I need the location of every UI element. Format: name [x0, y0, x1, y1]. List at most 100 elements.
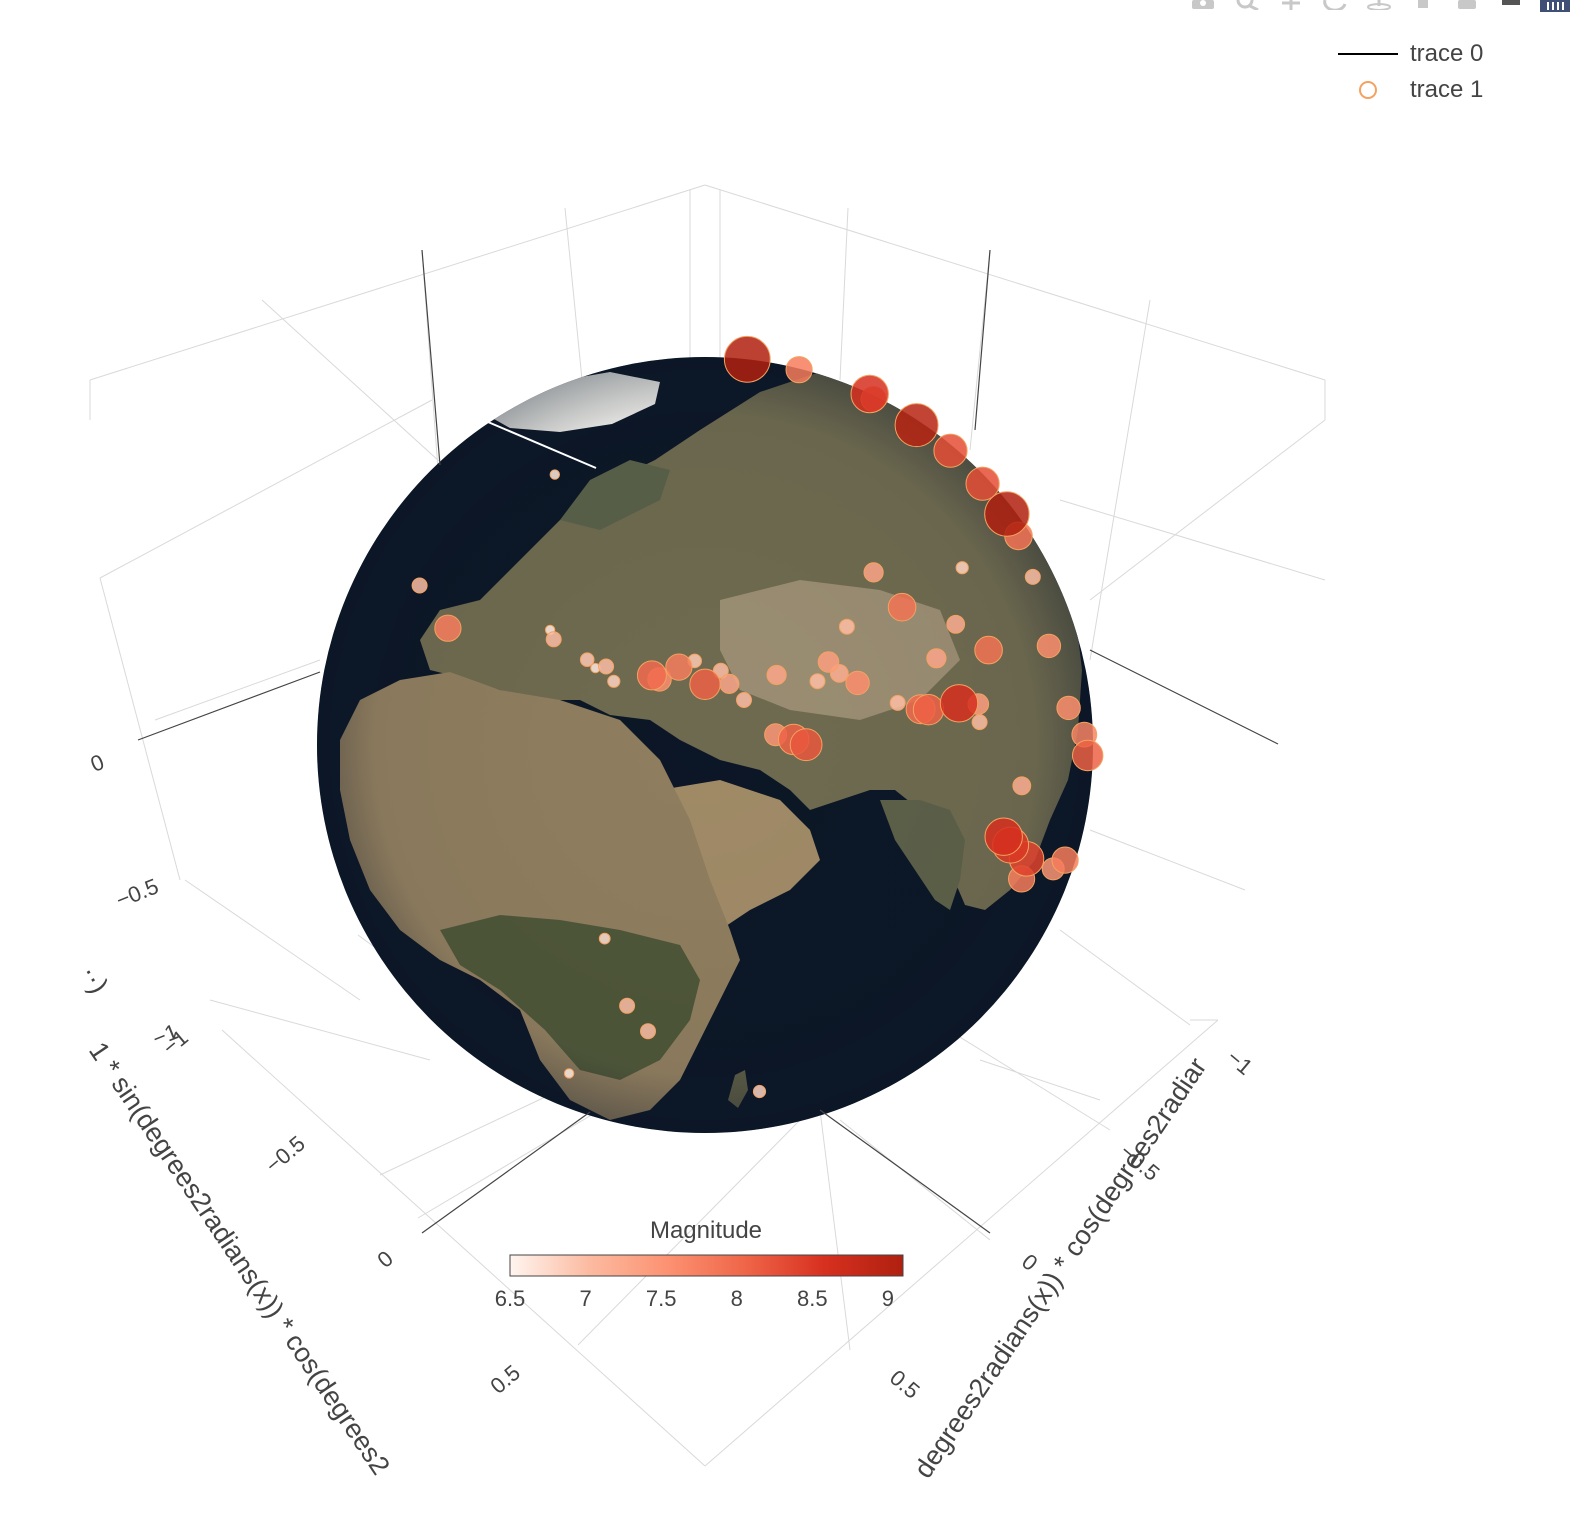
- colorbar-tick-label: 8: [731, 1286, 743, 1311]
- grid-line: [1089, 299, 1151, 661]
- earthquake-marker[interactable]: [752, 1084, 767, 1099]
- earthquake-marker[interactable]: [723, 335, 771, 383]
- trace-1-markers[interactable]: [411, 335, 1104, 1099]
- earthquake-marker[interactable]: [817, 651, 840, 673]
- colorbar-gradient: [509, 1254, 904, 1277]
- x-tick-label: 0.5: [485, 1360, 525, 1399]
- earthquake-marker[interactable]: [549, 469, 560, 480]
- pan-icon[interactable]: [1276, 0, 1306, 12]
- camera-icon[interactable]: [1188, 0, 1218, 12]
- grid-line: [704, 1019, 1219, 1467]
- earthquake-marker[interactable]: [736, 692, 752, 708]
- earthquake-marker[interactable]: [719, 673, 740, 695]
- legend-item-trace-0[interactable]: trace 0: [1334, 36, 1534, 72]
- grid-line: [1089, 829, 1246, 891]
- colorbar: Magnitude 6.5 7 7.5 8 8.5 9: [495, 1217, 904, 1311]
- earthquake-marker[interactable]: [926, 648, 947, 669]
- grid-line: [839, 207, 849, 381]
- grid-line: [1089, 419, 1326, 601]
- grid-line: [417, 1109, 601, 1219]
- earthquake-marker[interactable]: [894, 403, 939, 448]
- earthquake-marker[interactable]: [689, 668, 721, 700]
- earthquake-marker[interactable]: [889, 694, 906, 711]
- earthquake-marker[interactable]: [965, 466, 1000, 501]
- grid-line: [704, 184, 1326, 381]
- spike-lines-icon[interactable]: [1496, 0, 1526, 12]
- earthquake-marker[interactable]: [1012, 776, 1032, 796]
- axis-line: [137, 671, 321, 741]
- earthquake-marker[interactable]: [545, 631, 562, 648]
- reset-camera-icon[interactable]: [1408, 0, 1438, 12]
- legend-circle-icon: [1334, 80, 1402, 100]
- grid-line: [184, 879, 361, 1001]
- earthquake-marker[interactable]: [850, 374, 889, 414]
- earthquake-marker[interactable]: [1056, 695, 1081, 721]
- axis-line: [421, 249, 441, 466]
- earthquake-marker[interactable]: [971, 714, 988, 731]
- earthquake-marker[interactable]: [1036, 633, 1062, 659]
- earthquake-marker[interactable]: [1072, 739, 1104, 772]
- axis-lines: [137, 249, 1279, 1234]
- grid-line: [819, 1109, 851, 1351]
- earthquake-marker[interactable]: [912, 694, 945, 726]
- legend-item-trace-1[interactable]: trace 1: [1334, 72, 1534, 108]
- earthquake-marker[interactable]: [579, 652, 595, 668]
- earthquake-marker[interactable]: [946, 614, 966, 634]
- hover-icon[interactable]: [1452, 0, 1482, 12]
- earthquake-marker[interactable]: [984, 817, 1023, 856]
- grid-line: [154, 659, 321, 721]
- zoom-icon[interactable]: [1232, 0, 1262, 12]
- earthquake-marker[interactable]: [845, 670, 870, 696]
- colorbar-tick-label: 7: [579, 1286, 591, 1311]
- earthquake-marker[interactable]: [863, 562, 884, 583]
- grid-line: [1059, 929, 1191, 1026]
- colorbar-title: Magnitude: [650, 1217, 762, 1244]
- earthquake-marker[interactable]: [887, 592, 917, 622]
- colorbar-tick-label: 6.5: [495, 1286, 526, 1311]
- x-axis-title: 1 * sin(degrees2radians(x)) * cos(degree…: [83, 1037, 396, 1481]
- earthquake-marker[interactable]: [809, 673, 826, 690]
- earthquake-marker[interactable]: [939, 684, 979, 723]
- orbit-rotation-icon[interactable]: [1320, 0, 1350, 12]
- earthquake-marker[interactable]: [411, 577, 428, 594]
- earthquake-marker[interactable]: [640, 1023, 656, 1040]
- earthquake-marker[interactable]: [607, 674, 621, 688]
- axis-line: [421, 1111, 591, 1234]
- turntable-rotation-icon[interactable]: [1364, 0, 1394, 12]
- earthquake-marker[interactable]: [974, 635, 1003, 665]
- earthquake-marker[interactable]: [619, 997, 636, 1014]
- earthquake-marker[interactable]: [598, 658, 615, 675]
- earthquake-marker[interactable]: [1024, 568, 1041, 585]
- z-tick-label: −0.5: [112, 873, 162, 912]
- earthquake-marker[interactable]: [1051, 846, 1079, 874]
- z-tick-label: 0: [87, 749, 108, 777]
- colorbar-tick-label: 9: [882, 1286, 894, 1311]
- earthquake-marker[interactable]: [955, 561, 969, 575]
- grid-line: [577, 1119, 801, 1346]
- y-tick-label: −1: [1222, 1045, 1257, 1080]
- earthquake-marker[interactable]: [636, 660, 667, 691]
- earthquake-marker[interactable]: [598, 932, 611, 945]
- earthquake-marker[interactable]: [766, 664, 787, 686]
- grid-lines: [89, 184, 1326, 1467]
- earthquake-marker[interactable]: [984, 491, 1030, 537]
- earthquake-marker[interactable]: [789, 728, 823, 762]
- x-tick-label: 0: [372, 1246, 397, 1273]
- earthquake-marker[interactable]: [665, 653, 693, 681]
- axis-line: [819, 1109, 991, 1234]
- earthquake-marker[interactable]: [785, 356, 813, 384]
- grid-line: [979, 1059, 1101, 1101]
- earthquake-marker[interactable]: [933, 433, 968, 468]
- grid-line: [379, 1089, 561, 1176]
- plotly-logo-icon[interactable]: [1540, 0, 1570, 12]
- earthquake-marker[interactable]: [434, 614, 462, 642]
- earthquake-marker[interactable]: [838, 618, 855, 635]
- earthquake-marker[interactable]: [563, 1068, 575, 1079]
- z-axis-title: ··): [75, 960, 114, 998]
- grid-line: [89, 184, 706, 381]
- y-tick-label: 0.5: [885, 1365, 925, 1404]
- grid-line: [839, 1119, 991, 1241]
- grid-line: [99, 399, 433, 579]
